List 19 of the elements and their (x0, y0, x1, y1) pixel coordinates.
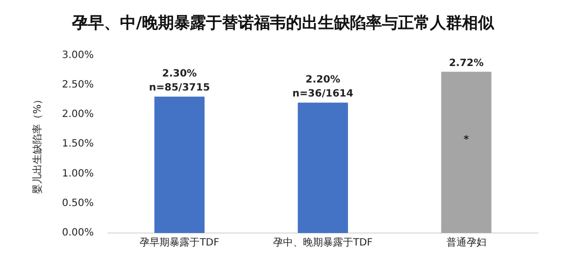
x-tick-label: 孕中、晚期暴露于TDF (273, 236, 373, 249)
bar (154, 96, 205, 233)
y-tick-label: 0.50% (62, 198, 94, 209)
y-tick-label: 0.00% (62, 228, 94, 239)
y-tick-label: 3.00% (62, 50, 94, 61)
chart-title: 孕早、中/晚期暴露于替诺福韦的出生缺陷率与正常人群相似 (71, 12, 495, 32)
annotation: * (464, 134, 470, 146)
data-label: 2.30% n=85/3715 (149, 68, 210, 94)
y-axis-title: 婴儿出生缺陷率（%） (32, 94, 44, 194)
data-label: 2.20% n=36/1614 (292, 74, 354, 100)
x-tick-label: 普通孕妇 (446, 236, 486, 249)
bar (441, 72, 492, 233)
data-label: 2.72% (448, 58, 484, 69)
y-tick-label: 1.00% (62, 168, 94, 180)
y-tick-label: 2.50% (62, 79, 94, 90)
bar (298, 102, 348, 233)
y-tick-label: 2.00% (62, 109, 94, 120)
x-tick-label: 孕早期暴露于TDF (140, 236, 220, 249)
y-tick-label: 1.50% (62, 138, 94, 150)
